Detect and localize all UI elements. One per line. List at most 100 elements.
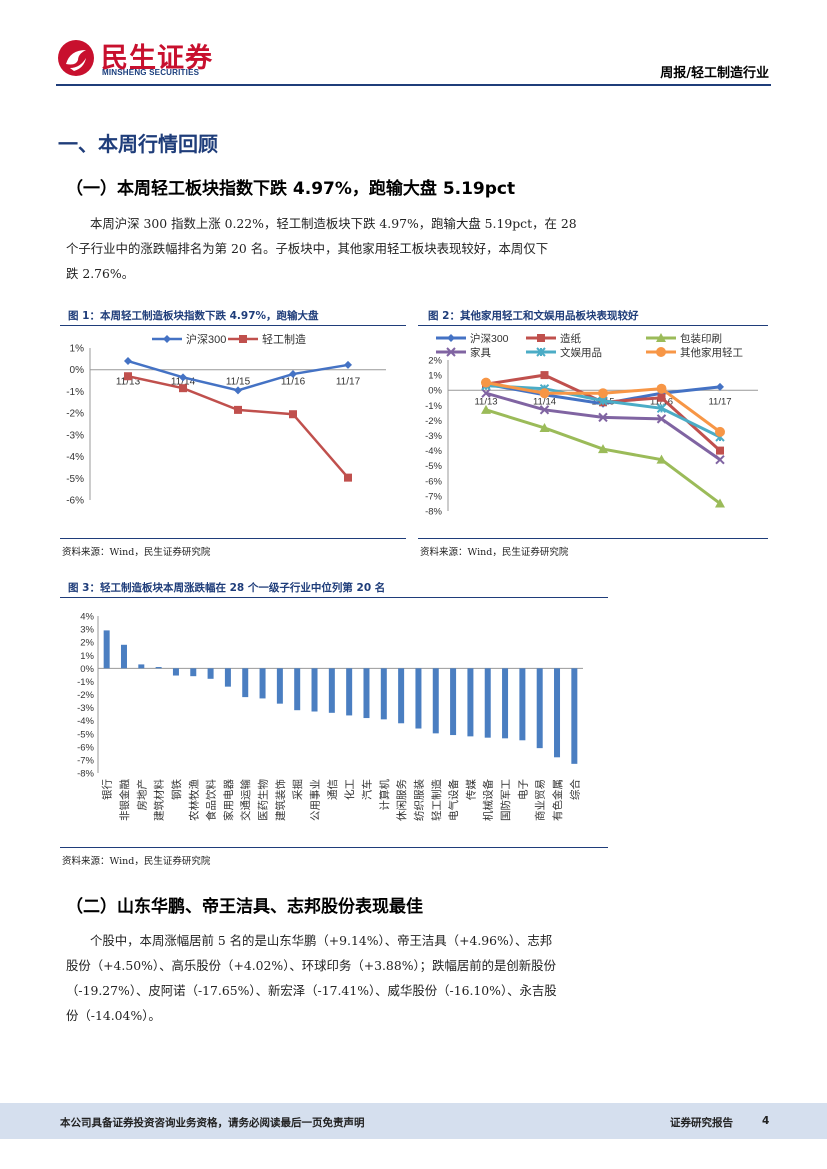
x-category-label: 国防军工 — [499, 779, 512, 821]
minsheng-logo-icon — [58, 40, 94, 76]
data-point — [344, 360, 352, 369]
x-category-label: 传媒 — [464, 779, 477, 800]
x-category-label: 电子 — [516, 779, 529, 800]
x-tick-label: 11/13 — [116, 377, 141, 388]
subsection-title: （二）山东华鹏、帝王洁具、志邦股份表现最佳 — [66, 897, 423, 917]
x-category-label: 电气设备 — [447, 779, 460, 821]
figure-title: 图 3：轻工制造板块本周涨跌幅在 28 个一级子行业中位列第 20 名 — [68, 582, 386, 594]
bar — [484, 668, 491, 738]
y-tick-label: -4% — [77, 716, 94, 727]
bar — [554, 668, 561, 758]
bar — [224, 668, 231, 687]
x-category-label: 计算机 — [378, 779, 391, 811]
header: 民生证券 MINSHENG SECURITIES 周报/轻工制造行业 — [0, 0, 827, 92]
x-category-label: 家用电器 — [222, 779, 235, 821]
legend-label: 家具 — [470, 346, 491, 359]
x-category-label: 机械设备 — [482, 779, 495, 821]
bar — [432, 668, 439, 734]
y-tick-label: -5% — [77, 729, 94, 740]
data-point — [656, 403, 667, 414]
x-tick-label: 11/16 — [650, 397, 673, 408]
data-point — [124, 372, 132, 381]
y-tick-label: -1% — [66, 387, 84, 398]
paragraph-line: 份（-14.04%）。 — [66, 1008, 161, 1023]
x-tick-label: 11/16 — [281, 377, 306, 388]
data-point — [598, 444, 608, 454]
data-point — [715, 454, 725, 465]
y-tick-label: 0% — [428, 386, 442, 397]
paragraph: 本周沪深 300 指数上涨 0.22%，轻工制造板块下跌 4.97%，跑输大盘 … — [66, 211, 646, 286]
legend-label: 沪深300 — [186, 332, 226, 346]
legend-label: 其他家用轻工 — [680, 346, 743, 359]
data-point — [537, 334, 545, 342]
data-point — [656, 383, 667, 394]
figure-title: 图 1：本周轻工制造板块指数下跌 4.97%，跑输大盘 — [68, 310, 319, 322]
data-point — [539, 405, 550, 415]
x-category-label: 商业贸易 — [534, 779, 547, 821]
bar — [571, 668, 578, 764]
bar — [155, 667, 162, 669]
bar — [138, 664, 145, 669]
x-tick-label: 11/13 — [474, 397, 497, 408]
bar — [536, 668, 543, 749]
x-category-label: 建筑装饰 — [274, 779, 287, 821]
x-tick-label: 11/17 — [336, 377, 361, 388]
data-point — [540, 371, 549, 380]
x-category-label: 食品饮料 — [205, 779, 218, 821]
bar — [415, 668, 422, 729]
brand-name-cn: 民生证券 — [101, 43, 213, 74]
data-point — [481, 377, 491, 388]
chart-index-line: 1% 0% -1% -2% -3% -4% -5% -6% 11/13 11/14 11/15 11/… — [66, 332, 386, 507]
data-point — [716, 446, 724, 455]
bar — [467, 668, 474, 737]
x-category-label: 采掘 — [291, 779, 304, 800]
y-tick-label: 0% — [80, 664, 94, 675]
data-point — [481, 388, 491, 398]
y-tick-label: -5% — [66, 474, 84, 485]
bar — [328, 668, 335, 713]
data-point — [124, 357, 132, 366]
y-tick-label: -6% — [77, 742, 94, 753]
y-tick-label: -3% — [66, 430, 84, 441]
figure-rule — [418, 325, 768, 326]
paragraph-line: 个股中，本周涨幅居前 5 名的是山东华鹏（+9.14%）、帝王洁具（+4.96%… — [90, 933, 553, 948]
y-tick-label: 2% — [428, 356, 442, 367]
footer-disclaimer: 本公司具备证券投资咨询业务资格，请务必阅读最后一页免责声明 — [60, 1117, 365, 1129]
x-category-label: 汽车 — [360, 779, 373, 800]
series-line — [485, 408, 721, 505]
bar — [519, 668, 526, 741]
data-point — [344, 473, 352, 482]
data-point — [598, 388, 608, 399]
x-category-label: 建筑材料 — [153, 779, 166, 821]
bar — [311, 668, 318, 712]
bar — [502, 668, 509, 739]
legend-label: 沪深300 — [470, 332, 509, 345]
figure-rule — [60, 325, 406, 326]
data-point — [656, 454, 667, 464]
x-category-label: 纺织服装 — [412, 779, 425, 821]
y-tick-label: -3% — [77, 703, 94, 714]
y-tick-label: 0% — [70, 365, 85, 376]
bar — [294, 668, 301, 711]
y-tick-label: -6% — [425, 476, 442, 487]
header-rule — [56, 84, 771, 86]
y-tick-label: -4% — [66, 452, 84, 463]
x-tick-label: 11/14 — [533, 397, 556, 408]
y-tick-label: 4% — [80, 612, 94, 623]
bar — [363, 668, 370, 719]
brand-name-en: MINSHENG SECURITIES — [102, 68, 200, 77]
data-point — [656, 414, 667, 424]
x-category-label: 休闲服务 — [395, 779, 408, 821]
y-tick-label: -8% — [425, 507, 442, 518]
bar — [276, 668, 283, 704]
bar — [398, 668, 405, 724]
paragraph-line: 股份（+4.50%）、高乐股份（+4.02%）、环球印务（+3.88%）；跌幅居… — [66, 958, 556, 973]
figure-source: 资料来源：Wind，民生证券研究院 — [62, 856, 211, 867]
y-tick-label: 1% — [428, 371, 442, 382]
data-point — [715, 498, 725, 508]
bar — [242, 668, 249, 698]
x-category-label: 有色金属 — [551, 779, 564, 821]
paragraph-line: 个子行业中的涨跌幅排名为第 20 名。子板块中，其他家用轻工板块表现较好，本周仅… — [66, 241, 549, 256]
figure-title: 图 2：其他家用轻工和文娱用品板块表现较好 — [428, 310, 639, 322]
data-point — [598, 412, 608, 423]
